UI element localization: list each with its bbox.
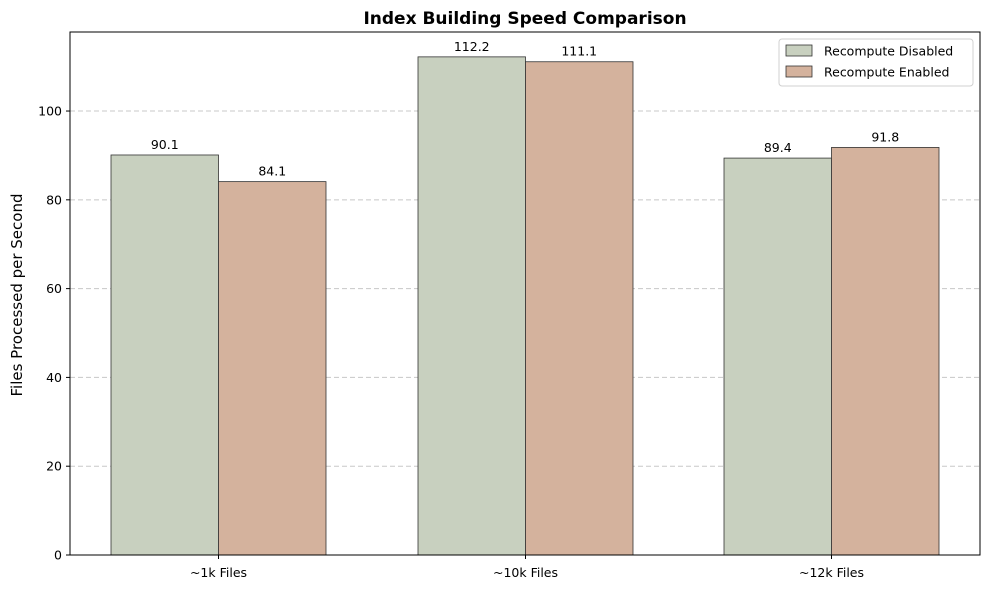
bar-recompute-disabled [723, 157, 832, 556]
bar-value-label: 111.1 [561, 44, 597, 59]
bar-recompute-enabled [525, 61, 634, 556]
x-tick-label: ~1k Files [190, 565, 247, 580]
bar-recompute-disabled [417, 56, 526, 556]
legend: Recompute Disabled Recompute Enabled [778, 38, 974, 87]
bar-value-label: 89.4 [764, 140, 792, 155]
y-tick-label: 60 [46, 281, 62, 296]
bars [110, 56, 940, 556]
x-tick-label: ~12k Files [799, 565, 864, 580]
y-tick-label: 0 [54, 548, 62, 563]
bar-value-label: 112.2 [454, 39, 490, 54]
bar-recompute-disabled [110, 154, 219, 556]
legend-swatch [785, 65, 813, 78]
legend-box [778, 38, 974, 87]
y-tick-label: 20 [46, 459, 62, 474]
data-labels: 90.1 84.1 112.2 111.1 89.4 91.8 [151, 39, 899, 179]
chart-title: Index Building Speed Comparison [363, 9, 686, 29]
y-tick-label: 100 [38, 104, 62, 119]
y-axis-label: Files Processed per Second [8, 194, 26, 397]
bar-recompute-enabled [218, 181, 327, 556]
y-axis-ticks: 0 20 40 60 80 100 [38, 104, 70, 563]
bar-value-label: 90.1 [151, 137, 179, 152]
y-tick-label: 40 [46, 370, 62, 385]
x-axis-ticks: ~1k Files ~10k Files ~12k Files [190, 555, 864, 580]
bar-recompute-enabled [831, 147, 940, 556]
x-tick-label: ~10k Files [493, 565, 558, 580]
legend-label: Recompute Disabled [824, 44, 953, 59]
bar-value-label: 84.1 [258, 164, 286, 179]
bar-value-label: 91.8 [871, 129, 899, 144]
legend-label: Recompute Enabled [824, 65, 949, 80]
y-tick-label: 80 [46, 192, 62, 207]
legend-swatch [785, 44, 813, 57]
